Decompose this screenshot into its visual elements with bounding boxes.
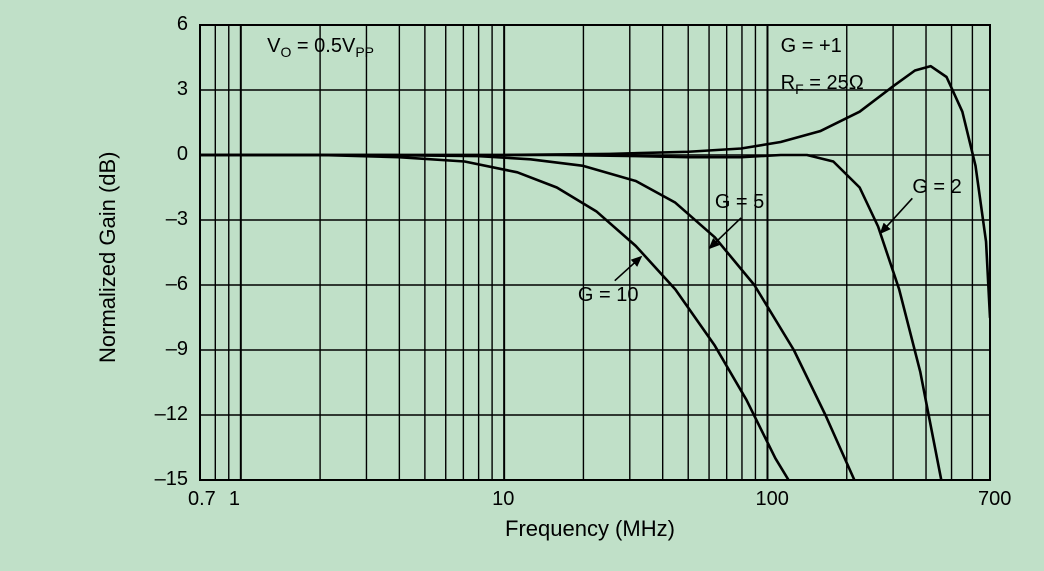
- annotation-g5: G = 5: [715, 191, 764, 214]
- x-tick-label: 10: [492, 488, 514, 511]
- y-tick-label: –6: [166, 273, 188, 296]
- annotation-g2: G = 2: [912, 176, 961, 199]
- y-tick-label: –12: [155, 403, 188, 426]
- x-tick-label: 1: [229, 488, 240, 511]
- y-tick-label: 6: [177, 13, 188, 36]
- y-tick-label: 0: [177, 143, 188, 166]
- x-tick-label: 700: [978, 488, 1011, 511]
- x-tick-label: 0.7: [188, 488, 216, 511]
- y-tick-label: –15: [155, 468, 188, 491]
- x-axis-label: Frequency (MHz): [505, 516, 675, 542]
- annotation-g1b: RF = 25Ω: [781, 72, 864, 97]
- x-tick-label: 100: [755, 488, 788, 511]
- annotation-g1a: G = +1: [781, 35, 842, 58]
- annotation-g10: G = 10: [578, 284, 639, 307]
- y-axis-label: Normalized Gain (dB): [95, 151, 121, 363]
- y-tick-label: –9: [166, 338, 188, 361]
- y-tick-label: 3: [177, 78, 188, 101]
- y-tick-label: –3: [166, 208, 188, 231]
- annotation-vo: VO = 0.5VPP: [267, 35, 374, 60]
